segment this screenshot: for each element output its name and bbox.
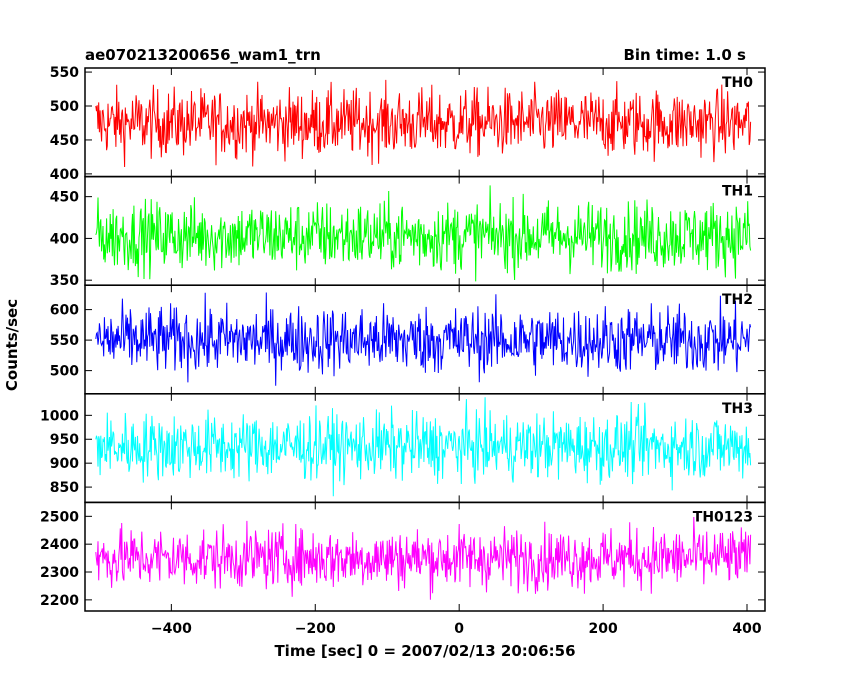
panel-label-th0123: TH0123 xyxy=(693,509,753,525)
series-line-th0 xyxy=(95,79,752,168)
panel-label-th0: TH0 xyxy=(722,75,753,91)
y-tick-label-th3: 950 xyxy=(50,432,79,448)
y-tick-label-th3: 1000 xyxy=(40,408,79,424)
y-axis-label: Counts/sec xyxy=(3,299,21,391)
panel-label-th2: TH2 xyxy=(722,292,753,308)
y-tick-label-th3: 850 xyxy=(50,480,79,496)
chart-title-right: Bin time: 1.0 s xyxy=(623,46,746,64)
x-tick-label: 200 xyxy=(588,621,617,637)
y-tick-label-th0: 400 xyxy=(50,167,79,183)
series-line-th2 xyxy=(95,292,752,386)
y-tick-label-th0123: 2200 xyxy=(40,593,79,609)
panel-label-th3: TH3 xyxy=(722,401,753,417)
y-tick-label-th3: 900 xyxy=(50,456,79,472)
y-tick-label-th1: 450 xyxy=(50,190,79,206)
series-line-th3 xyxy=(95,397,752,497)
y-tick-label-th2: 500 xyxy=(50,364,79,380)
panels-group: 400 450 500 550 TH0 350 400 450 TH1 500 550 600 TH2 8… xyxy=(40,65,766,637)
panel-frame-th0123 xyxy=(84,501,766,612)
x-axis-label: Time [sec] 0 = 2007/02/13 20:06:56 xyxy=(274,642,575,660)
y-tick-label-th0123: 2300 xyxy=(40,565,79,581)
y-tick-label-th0: 550 xyxy=(50,65,79,81)
x-tick-label: −400 xyxy=(151,621,192,637)
y-tick-label-th2: 550 xyxy=(50,333,79,349)
y-tick-label-th2: 600 xyxy=(50,303,79,319)
panel-label-th1: TH1 xyxy=(722,184,753,200)
y-tick-label-th1: 400 xyxy=(50,231,79,247)
y-tick-label-th0: 500 xyxy=(50,99,79,115)
x-tick-label: 0 xyxy=(454,621,464,637)
series-line-th0123 xyxy=(95,516,752,600)
y-tick-label-th1: 350 xyxy=(50,273,79,289)
series-line-th1 xyxy=(95,185,752,282)
chart-title-left: ae070213200656_wam1_trn xyxy=(85,46,321,64)
x-tick-label: 400 xyxy=(732,621,761,637)
y-tick-label-th0123: 2500 xyxy=(40,509,79,525)
y-tick-label-th0123: 2400 xyxy=(40,537,79,553)
y-tick-label-th0: 450 xyxy=(50,133,79,149)
x-tick-label: −200 xyxy=(295,621,336,637)
